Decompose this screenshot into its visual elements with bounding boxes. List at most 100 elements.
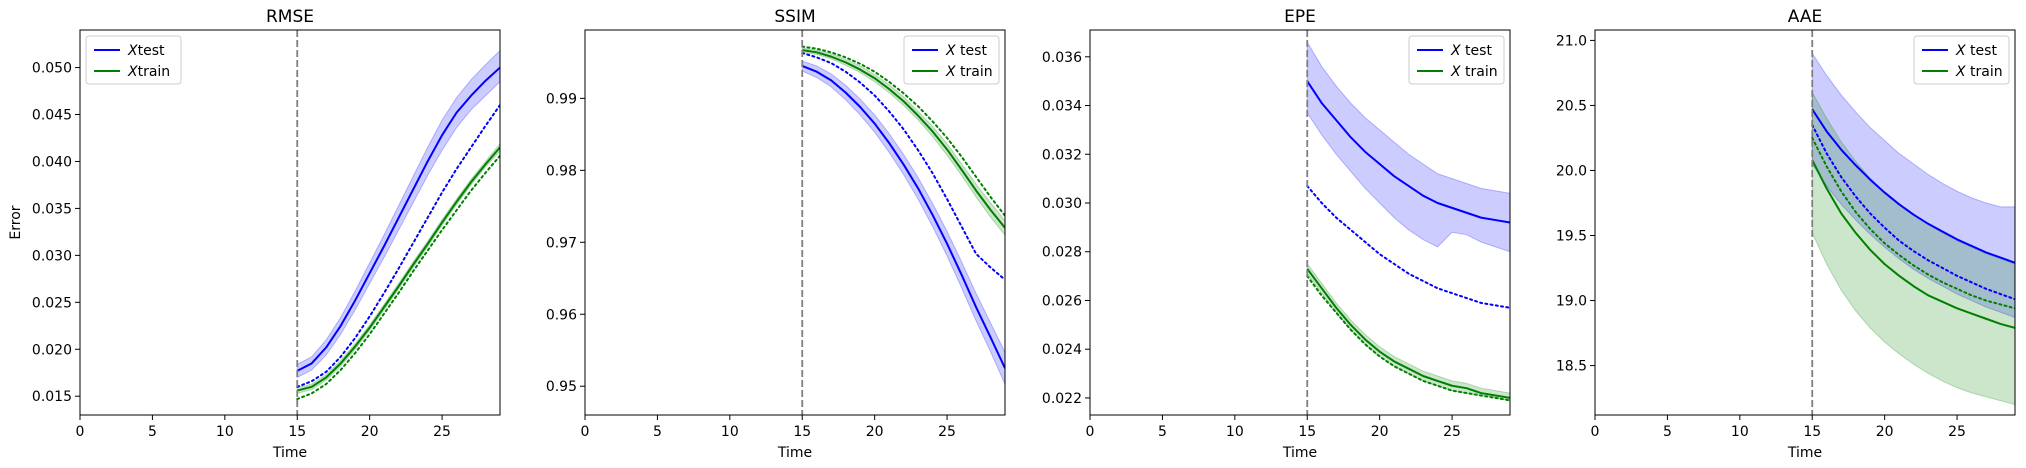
legend-symbol: X bbox=[945, 64, 956, 80]
chart-title: AAE bbox=[1788, 7, 1822, 27]
x-tick-label: 5 bbox=[1663, 424, 1672, 440]
legend-symbol: X bbox=[127, 64, 138, 80]
legend-entry: X train bbox=[1450, 64, 1498, 80]
x-tick-label: 0 bbox=[581, 424, 590, 440]
x-tick-label: 5 bbox=[148, 424, 157, 440]
y-tick-label: 18.5 bbox=[1556, 359, 1587, 375]
confidence-band-0 bbox=[296, 49, 500, 379]
series-line-0 bbox=[296, 66, 500, 372]
legend-label: test bbox=[138, 43, 165, 59]
legend-entry: Xtrain bbox=[127, 64, 170, 80]
legend-label: test bbox=[1461, 43, 1493, 59]
legend-label: test bbox=[956, 43, 988, 59]
y-tick-label: 0.97 bbox=[546, 235, 577, 251]
panel-epe: 0 5 10 15 20 25 0.022 0.024 0.026 0.028 0.030 0.032… bbox=[1042, 7, 1511, 461]
series-line-0 bbox=[1306, 80, 1510, 224]
x-tick-label: 10 bbox=[1226, 424, 1244, 440]
plot-area bbox=[1306, 40, 1510, 402]
x-tick-label: 5 bbox=[653, 424, 662, 440]
y-axis-label: Error bbox=[8, 205, 24, 239]
x-tick-label: 0 bbox=[1086, 424, 1095, 440]
confidence-band-2 bbox=[1306, 262, 1510, 401]
series-line-0 bbox=[801, 65, 1005, 369]
x-tick-label: 15 bbox=[288, 424, 306, 440]
panel-rmse: 0 5 10 15 20 25 0.015 0.020 0.025 0.030 0.035 0.040… bbox=[8, 7, 501, 461]
confidence-band-2 bbox=[801, 47, 1005, 236]
x-tick-label: 25 bbox=[1948, 424, 1966, 440]
y-tick-label: 0.036 bbox=[1042, 50, 1082, 66]
series-line-2 bbox=[1811, 159, 2015, 329]
series-line-3 bbox=[801, 45, 1005, 217]
series-line-1 bbox=[1811, 123, 2015, 301]
x-tick-label: 10 bbox=[216, 424, 234, 440]
axes-frame bbox=[1594, 29, 2016, 416]
y-tick-label: 19.0 bbox=[1556, 294, 1587, 310]
legend-label: train bbox=[956, 64, 993, 80]
plot-area bbox=[1811, 51, 2015, 406]
series-line-3 bbox=[1811, 136, 2015, 310]
x-axis-label: Time bbox=[777, 445, 812, 461]
legend-label: test bbox=[1966, 43, 1998, 59]
y-tick-label: 0.015 bbox=[32, 389, 72, 405]
x-tick-label: 20 bbox=[866, 424, 884, 440]
y-tick-label: 0.034 bbox=[1042, 99, 1082, 115]
y-tick-label: 0.035 bbox=[32, 201, 72, 217]
axes-frame bbox=[79, 29, 501, 416]
x-tick-label: 25 bbox=[1443, 424, 1461, 440]
legend-entry: X test bbox=[1450, 43, 1492, 59]
series-line-2 bbox=[296, 146, 500, 392]
x-tick-label: 15 bbox=[1298, 424, 1316, 440]
y-tick-label: 0.96 bbox=[546, 307, 577, 323]
y-tick-label: 0.020 bbox=[32, 342, 72, 358]
y-tick-label: 0.030 bbox=[32, 248, 72, 264]
legend-entry: X train bbox=[1955, 64, 2003, 80]
y-tick-label: 0.026 bbox=[1042, 293, 1082, 309]
legend-label: train bbox=[1461, 64, 1498, 80]
x-tick-label: 25 bbox=[938, 424, 956, 440]
axes-frame bbox=[584, 29, 1006, 416]
legend-entry: X train bbox=[945, 64, 993, 80]
plot-area bbox=[801, 45, 1005, 385]
y-tick-label: 20.5 bbox=[1556, 98, 1587, 114]
series-line-2 bbox=[802, 49, 1005, 229]
legend: Xtest Xtrain bbox=[85, 35, 182, 85]
x-tick-label: 5 bbox=[1158, 424, 1167, 440]
legend-entry: Xtest bbox=[127, 43, 165, 59]
y-tick-label: 0.040 bbox=[32, 154, 72, 170]
x-tick-label: 0 bbox=[1591, 424, 1600, 440]
y-tick-label: 0.99 bbox=[546, 91, 577, 107]
plot-area bbox=[296, 49, 500, 401]
legend-label: train bbox=[1966, 64, 2003, 80]
legend-symbol: X bbox=[1450, 64, 1461, 80]
series-line-1 bbox=[1306, 184, 1510, 309]
legend: X test X train bbox=[1408, 35, 1505, 85]
y-tick-label: 0.025 bbox=[32, 295, 72, 311]
y-tick-label: 0.022 bbox=[1042, 391, 1082, 407]
y-tick-label: 0.032 bbox=[1042, 147, 1082, 163]
y-tick-label: 19.5 bbox=[1556, 229, 1587, 245]
chart-title: SSIM bbox=[774, 7, 815, 27]
chart-title: EPE bbox=[1284, 7, 1316, 27]
axes-frame bbox=[1089, 29, 1511, 416]
series-line-2 bbox=[1306, 268, 1510, 399]
x-tick-label: 10 bbox=[1731, 424, 1749, 440]
x-tick-label: 25 bbox=[433, 424, 451, 440]
confidence-band-0 bbox=[801, 60, 1005, 385]
legend-symbol: X bbox=[1955, 43, 1966, 59]
y-tick-label: 0.045 bbox=[32, 108, 72, 124]
legend-entry: X test bbox=[1955, 43, 1997, 59]
y-tick-label: 20.0 bbox=[1556, 163, 1587, 179]
x-tick-label: 0 bbox=[76, 424, 85, 440]
panel-ssim: 0 5 10 15 20 25 0.95 0.96 0.97 0.98 0.99 SSIM Time X … bbox=[546, 7, 1006, 461]
x-tick-label: 20 bbox=[1876, 424, 1894, 440]
confidence-band-0 bbox=[1306, 40, 1510, 253]
y-tick-label: 21.0 bbox=[1556, 33, 1587, 49]
x-tick-label: 10 bbox=[721, 424, 739, 440]
x-tick-label: 15 bbox=[1803, 424, 1821, 440]
y-tick-label: 0.028 bbox=[1042, 245, 1082, 261]
y-tick-label: 0.95 bbox=[546, 379, 577, 395]
legend-symbol: X bbox=[127, 43, 138, 59]
y-tick-label: 0.98 bbox=[546, 163, 577, 179]
